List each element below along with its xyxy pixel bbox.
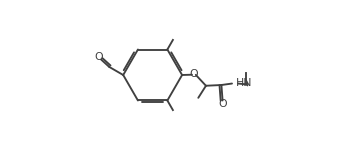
Text: O: O — [94, 52, 103, 62]
Text: O: O — [190, 69, 198, 79]
Text: HN: HN — [236, 78, 252, 88]
Text: O: O — [219, 99, 227, 109]
